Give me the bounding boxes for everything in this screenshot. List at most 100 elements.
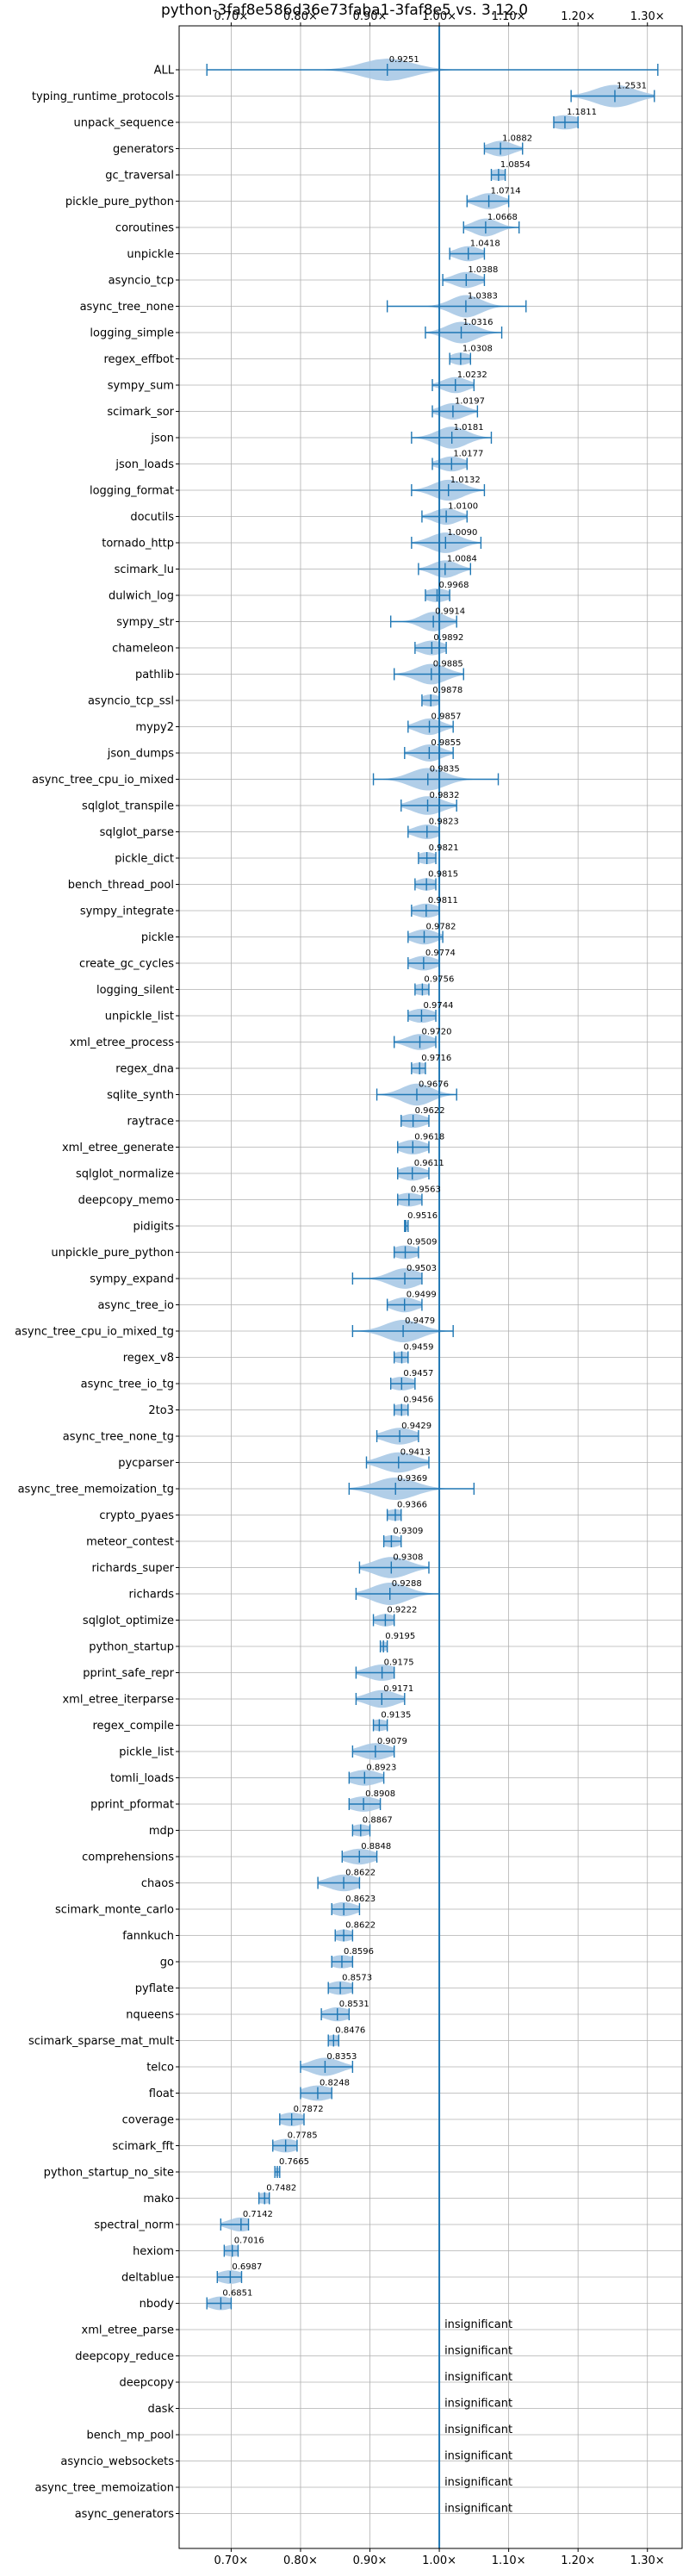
value-label: 0.9308 [393,1553,423,1563]
x-tick-label-bottom: 0.80× [283,2554,318,2567]
value-label: 0.9618 [414,1133,444,1142]
value-label: 0.9499 [407,1291,437,1300]
insignificant-label: insignificant [444,2371,512,2384]
value-label: 0.9429 [401,1422,431,1431]
category-label: regex_effbot [103,353,174,366]
value-label: 1.0177 [453,450,483,459]
value-label: 0.8353 [326,2052,357,2062]
category-label: python_startup [89,1641,174,1654]
value-label: 0.9815 [428,870,458,880]
value-label: 1.0418 [470,240,500,249]
value-label: 1.0308 [462,345,493,354]
insignificant-label: insignificant [444,2424,512,2436]
value-label: 0.9251 [389,55,419,65]
category-label: async_tree_memoization_tg [18,1484,174,1496]
category-label: raytrace [127,1116,174,1129]
category-label: async_tree_none_tg [63,1431,174,1444]
value-label: 1.0316 [463,318,493,327]
value-label: 0.8248 [320,2079,350,2088]
category-label: pickle_list [119,1746,174,1759]
x-tick-label-bottom: 1.00× [422,2554,456,2567]
category-label: meteor_contest [86,1536,174,1549]
x-tick-label-top: 1.20× [561,10,595,23]
category-label: mypy2 [135,721,174,734]
value-label: 1.0232 [457,370,487,380]
category-label: async_generators [75,2508,175,2521]
category-label: unpickle_pure_python [51,1247,174,1260]
category-label: pyflate [135,1982,174,1995]
category-label: sqlglot_optimize [83,1615,174,1627]
category-label: async_tree_io [97,1299,174,1312]
value-label: 0.8573 [342,1974,372,1983]
category-label: sympy_str [116,616,174,629]
category-label: asyncio_websockets [60,2455,174,2468]
x-tick-label-top: 1.30× [630,10,665,23]
value-label: 1.0181 [454,423,484,432]
value-label: 0.9811 [428,896,458,905]
value-label: 0.9175 [384,1658,414,1668]
insignificant-label: insignificant [444,2345,512,2358]
category-label: tornado_http [102,538,174,551]
value-label: 0.9878 [432,686,462,695]
category-label: ALL [154,65,175,78]
value-label: 0.9855 [431,738,461,748]
category-label: pidigits [133,1221,175,1234]
value-label: 0.9309 [393,1527,423,1536]
x-tick-label-bottom: 1.20× [561,2554,595,2567]
chart-title: python-3faf8e586d36e73faba1-3faf8e5 vs. … [161,2,528,19]
category-label: pprint_safe_repr [83,1667,174,1680]
category-label: 2to3 [148,1404,174,1417]
category-label: generators [113,143,174,156]
category-label: pprint_pformat [90,1799,174,1812]
insignificant-label: insignificant [444,2318,512,2331]
category-label: json_loads [115,458,174,471]
category-label: unpickle [127,248,174,261]
x-tick-label-top: 0.80× [283,10,318,23]
value-label: 0.9171 [383,1684,413,1694]
value-label: 0.9720 [422,1028,452,1037]
category-label: create_gc_cycles [79,958,174,971]
value-label: 0.9756 [424,975,454,985]
value-label: 0.9456 [403,1396,433,1405]
category-label: pickle_pure_python [65,196,174,208]
value-label: 1.0084 [447,555,477,564]
value-label: 0.8596 [344,1947,374,1957]
range-markers [206,26,659,2548]
value-label: 0.9892 [433,633,463,643]
value-label: 0.7665 [279,2157,309,2167]
category-label: scimark_fft [112,2140,174,2153]
value-label: 0.7016 [234,2237,264,2246]
category-label: docutils [130,511,174,524]
category-label: asyncio_tcp [109,275,174,288]
category-label: nqueens [126,2009,174,2022]
value-label: 1.0100 [448,502,478,512]
category-label: xml_etree_parse [82,2324,174,2337]
value-label: 0.8867 [363,1816,393,1826]
value-label: 0.9413 [400,1448,431,1458]
category-label: async_tree_io_tg [81,1378,174,1391]
category-label: regex_dna [115,1063,174,1076]
x-tick-label-bottom: 1.30× [630,2554,665,2567]
category-label: json_dumps [107,748,174,761]
value-label: 0.7482 [266,2184,296,2193]
category-label: pickle [141,931,174,944]
insignificant-label: insignificant [444,2476,512,2489]
category-label: richards_super [91,1562,174,1575]
category-label: logging_format [90,485,174,498]
value-label: 1.0197 [455,397,485,407]
category-label: coroutines [115,222,174,235]
plot-frame [178,25,683,2549]
category-label: comprehensions [82,1851,174,1864]
category-label: deepcopy_reduce [75,2350,174,2363]
value-label: 0.9782 [426,923,456,932]
value-label: 0.9823 [429,818,459,827]
category-label: mdp [149,1825,174,1838]
category-label: hexiom [133,2245,174,2258]
category-label: unpickle_list [105,1011,174,1024]
value-label: 0.9479 [405,1316,435,1326]
value-label: 0.8622 [345,1921,376,1931]
value-label: 1.0882 [502,134,532,144]
value-label: 0.8908 [365,1789,395,1799]
category-label: crypto_pyaes [99,1509,174,1522]
category-label: telco [146,2062,174,2075]
